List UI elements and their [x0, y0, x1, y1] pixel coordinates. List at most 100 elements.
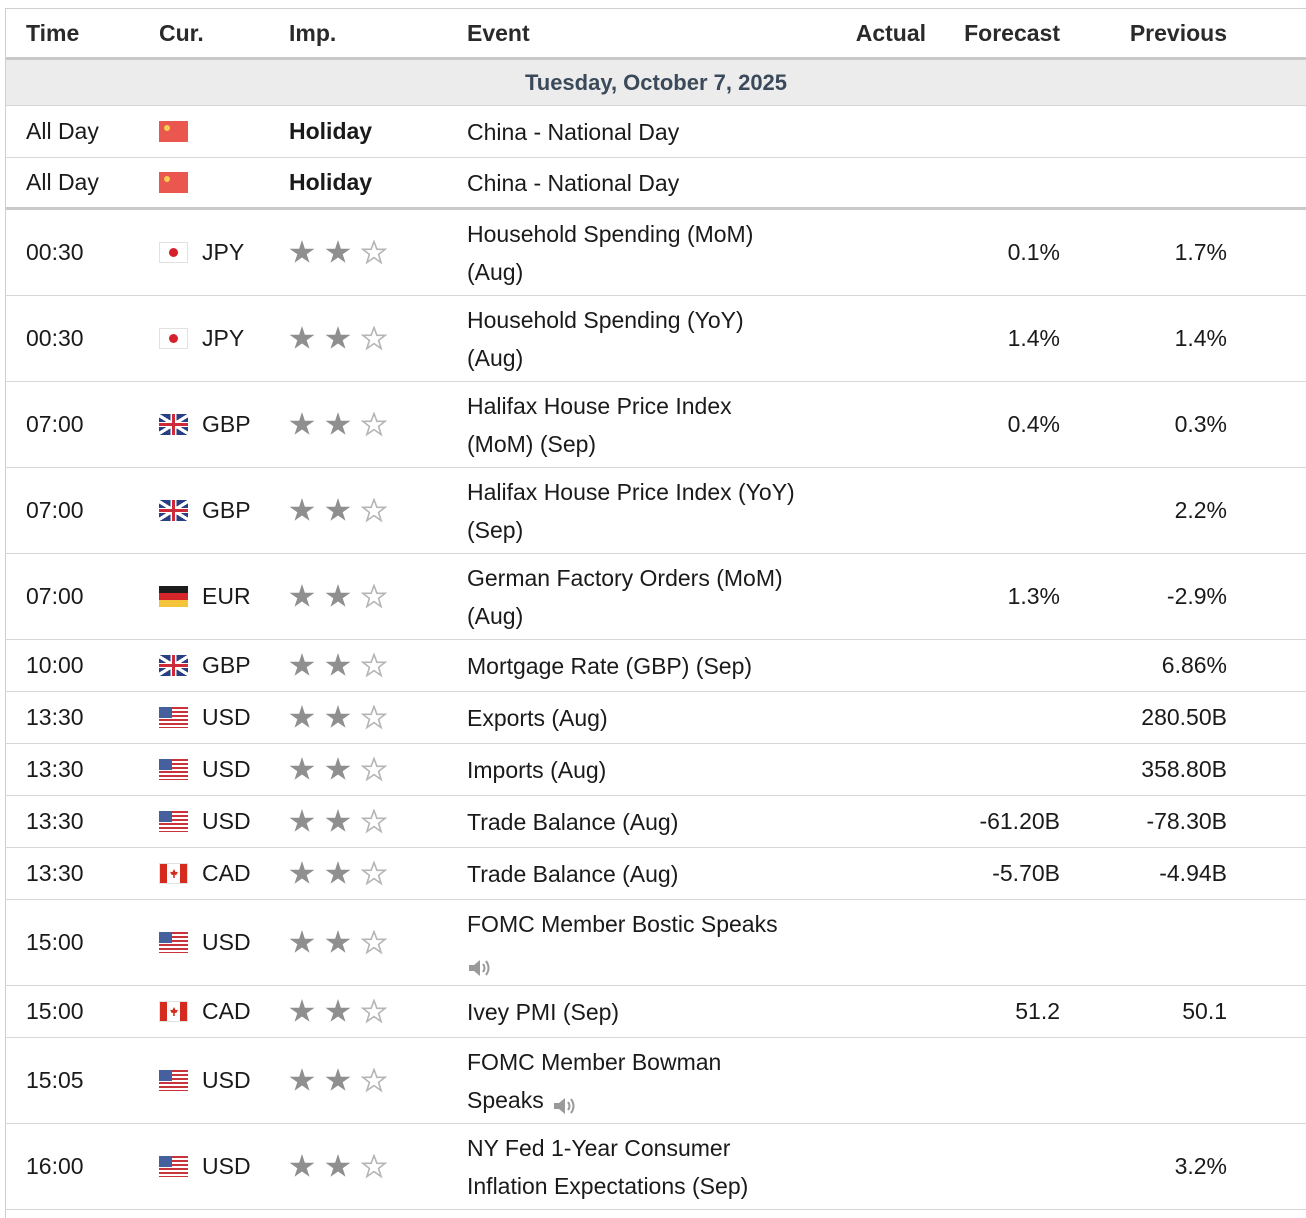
event-name[interactable]: Halifax House Price Index (YoY) (Sep) [467, 473, 795, 549]
row-forecast [946, 744, 1060, 795]
currency-code: USD [202, 929, 251, 955]
event-name[interactable]: Mortgage Rate (GBP) (Sep) [467, 647, 752, 685]
event-row[interactable]: 15:05 USD FOMC Member Bowman Speaks [6, 1038, 1306, 1124]
event-name[interactable]: Ivey PMI (Sep) [467, 993, 619, 1031]
row-event[interactable]: Mortgage Rate (GBP) (Sep) [467, 640, 837, 691]
row-previous: 1.4% [1174, 325, 1227, 351]
event-row[interactable]: 16:00 USD NY Fed 1-Year Consumer Inflation … [6, 1124, 1306, 1210]
header-time[interactable]: Time [26, 19, 80, 46]
row-currency: USD [159, 796, 279, 847]
event-line-1: Halifax House Price Index (YoY) [467, 478, 795, 505]
header-event[interactable]: Event [467, 20, 530, 46]
row-actual [836, 640, 926, 691]
row-importance [289, 1124, 449, 1209]
row-time: 13:30 [26, 808, 84, 834]
uk-flag-icon [159, 500, 188, 521]
row-event[interactable]: China - National Day [467, 118, 680, 145]
event-row[interactable]: 13:30 USD Trade Balance (Aug) -61.20B -78.30… [6, 796, 1306, 848]
row-event[interactable]: Halifax House Price Index (YoY) (Sep) [467, 468, 837, 553]
uk-flag-icon [159, 655, 188, 676]
event-line-1: Trade Balance (Aug) [467, 808, 679, 835]
event-row[interactable]: 13:30 USD Imports (Aug) 358.80B [6, 744, 1306, 796]
usa-flag-icon [159, 811, 188, 832]
event-name[interactable]: Household Spending (MoM) (Aug) [467, 215, 753, 291]
header-forecast[interactable]: Forecast [964, 19, 1060, 46]
row-event[interactable]: Ivey PMI (Sep) [467, 986, 837, 1037]
star-filled-icon [325, 326, 351, 349]
importance-stars [289, 861, 387, 886]
header-currency[interactable]: Cur. [159, 19, 204, 46]
row-forecast: 1.3% [1007, 583, 1060, 609]
speaker-icon[interactable] [552, 1090, 578, 1115]
row-event[interactable]: Halifax House Price Index (MoM) (Sep) [467, 382, 837, 467]
event-row[interactable]: 00:30 JPY Household Spending (YoY) (Aug) 1.4… [6, 296, 1306, 382]
row-forecast [946, 900, 1060, 985]
row-forecast: 51.2 [1015, 998, 1060, 1024]
holiday-row[interactable]: All Day Holiday China - National Day [6, 106, 1306, 158]
row-previous: 6.86% [1161, 652, 1227, 678]
row-currency: USD [159, 692, 279, 743]
row-currency: GBP [159, 640, 279, 691]
header-actual[interactable]: Actual [855, 19, 926, 46]
row-event[interactable]: Trade Balance (Aug) [467, 848, 837, 899]
event-name[interactable]: Trade Balance (Aug) [467, 855, 678, 893]
event-row[interactable]: 13:30 CAD Trade Balance (Aug) -5.70B -4.94B [6, 848, 1306, 900]
row-time: 15:00 [26, 998, 84, 1024]
row-forecast [946, 468, 1060, 553]
row-event[interactable]: NY Fed 1-Year Consumer Inflation Expectat… [467, 1124, 837, 1209]
row-event[interactable]: Trade Balance (Aug) [467, 796, 837, 847]
event-line-1: Trade Balance (Aug) [467, 860, 679, 887]
star-filled-icon [289, 326, 315, 349]
row-importance [289, 744, 449, 795]
event-row[interactable]: 07:00 EUR German Factory Orders (MoM) (Aug)… [6, 554, 1306, 640]
row-forecast: 1.4% [1007, 325, 1060, 351]
event-line-1: Imports (Aug) [467, 756, 607, 783]
importance-stars [289, 757, 387, 782]
star-filled-icon [325, 930, 351, 953]
row-event[interactable]: Exports (Aug) [467, 692, 837, 743]
event-row[interactable]: 00:30 JPY Household Spending (MoM) (Aug) 0.1… [6, 210, 1306, 296]
event-row[interactable]: 07:00 GBP Halifax House Price Index (MoM) (… [6, 382, 1306, 468]
event-name[interactable]: Imports (Aug) [467, 751, 606, 789]
event-row[interactable]: 13:30 USD Exports (Aug) 280.50B [6, 692, 1306, 744]
event-name[interactable]: Household Spending (YoY) (Aug) [467, 301, 744, 377]
event-name[interactable]: FOMC Member Bowman Speaks [467, 1043, 721, 1119]
event-row[interactable]: 15:00 USD FOMC Member Bostic Speaks [6, 900, 1306, 986]
event-name[interactable]: German Factory Orders (MoM) (Aug) [467, 559, 783, 635]
event-name[interactable]: FOMC Member Bostic Speaks [467, 905, 778, 981]
header-importance[interactable]: Imp. [289, 19, 337, 46]
row-event[interactable]: Household Spending (MoM) (Aug) [467, 210, 837, 295]
star-filled-icon [289, 861, 315, 884]
star-filled-icon [325, 999, 351, 1022]
event-name[interactable]: Trade Balance (Aug) [467, 803, 678, 841]
row-actual [836, 296, 926, 381]
row-event[interactable]: Imports (Aug) [467, 744, 837, 795]
speaker-icon[interactable] [467, 952, 493, 977]
star-filled-icon [325, 705, 351, 728]
holiday-row[interactable]: All Day Holiday China - National Day [6, 158, 1306, 210]
row-event[interactable]: FOMC Member Bostic Speaks [467, 900, 837, 985]
event-row[interactable]: 07:00 GBP Halifax House Price Index (YoY) (… [6, 468, 1306, 554]
usa-flag-icon [159, 932, 188, 953]
row-previous: -4.94B [1159, 860, 1227, 886]
event-line-2: (MoM) (Sep) [467, 425, 732, 463]
event-row[interactable]: 10:00 GBP Mortgage Rate (GBP) (Sep) 6.86% [6, 640, 1306, 692]
row-forecast: -5.70B [992, 860, 1060, 886]
event-row[interactable]: 15:00 CAD Ivey PMI (Sep) 51.2 50.1 [6, 986, 1306, 1038]
row-event[interactable]: FOMC Member Bowman Speaks [467, 1038, 837, 1123]
star-empty-icon [361, 861, 387, 886]
event-name[interactable]: Exports (Aug) [467, 699, 608, 737]
row-currency: USD [159, 900, 279, 985]
currency-code: USD [202, 1067, 251, 1093]
row-event[interactable]: China - National Day [467, 169, 680, 196]
event-name[interactable]: Halifax House Price Index (MoM) (Sep) [467, 387, 732, 463]
header-previous[interactable]: Previous [1129, 19, 1227, 46]
event-line-2: (Aug) [467, 597, 783, 635]
row-event[interactable]: Household Spending (YoY) (Aug) [467, 296, 837, 381]
row-currency: GBP [159, 382, 279, 467]
row-event[interactable]: German Factory Orders (MoM) (Aug) [467, 554, 837, 639]
event-line-2: (Sep) [467, 511, 795, 549]
event-name[interactable]: NY Fed 1-Year Consumer Inflation Expectat… [467, 1129, 748, 1205]
star-filled-icon [289, 1068, 315, 1091]
row-time: All Day [26, 169, 99, 195]
